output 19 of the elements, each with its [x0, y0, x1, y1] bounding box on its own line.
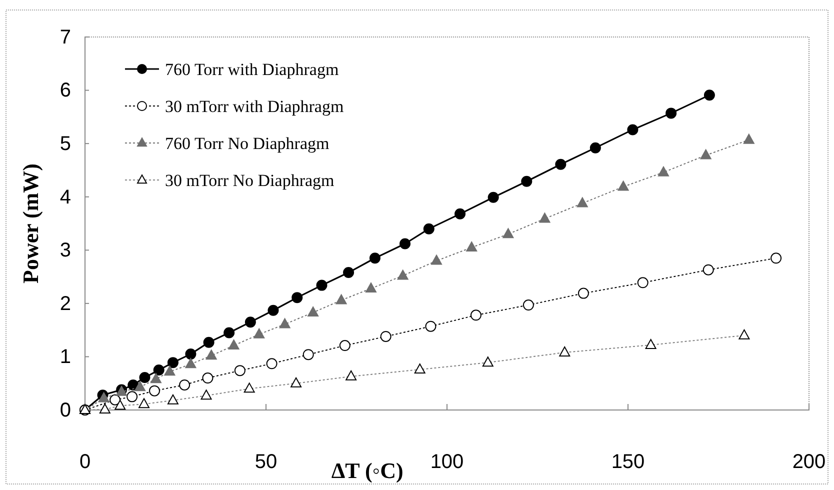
y-tick-label: 0	[60, 399, 71, 422]
x-tick-label: 100	[430, 451, 464, 474]
x-tick-label: 50	[254, 451, 278, 474]
y-tick-label: 5	[60, 132, 71, 155]
y-tick-label: 7	[60, 26, 71, 48]
y-tick-label: 1	[60, 346, 71, 368]
x-tick-label: 200	[792, 451, 826, 474]
y-tick-label: 2	[60, 292, 71, 315]
x-axis-title: ΔT (◦C)	[331, 458, 404, 483]
legend-label: 760 Torr No Diaphragm	[165, 134, 330, 153]
y-tick-label: 4	[60, 186, 71, 208]
y-axis-title: Power (mW)	[18, 164, 43, 284]
y-tick-label: 3	[60, 240, 71, 262]
legend-label: 760 Torr with Diaphragm	[165, 60, 339, 79]
x-tick-label: 150	[611, 451, 645, 474]
x-tick-label: 0	[79, 451, 91, 474]
y-tick-label: 6	[60, 80, 71, 102]
legend-label: 30 mTorr with Diaphragm	[165, 97, 344, 116]
legend-label: 30 mTorr No Diaphragm	[165, 171, 334, 190]
